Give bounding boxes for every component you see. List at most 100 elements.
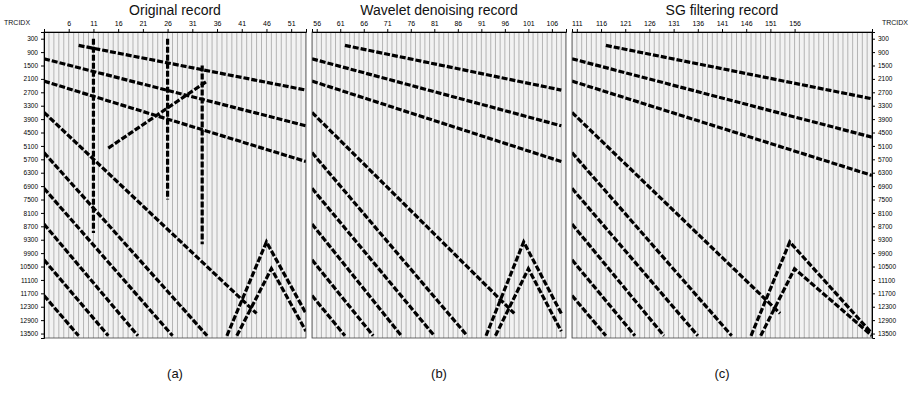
trace-baseline xyxy=(187,32,188,338)
y-tick-mark xyxy=(41,200,44,201)
seismic-event xyxy=(44,188,173,335)
x-tick-label: 106 xyxy=(547,20,559,27)
x-axis: 566166717681869196101106 xyxy=(313,20,567,33)
y-tick: 5100 xyxy=(872,142,893,149)
trace-baseline xyxy=(281,32,282,338)
x-axis-line xyxy=(573,29,873,33)
y-tick-label: 6300 xyxy=(878,169,893,176)
trace-baseline xyxy=(678,32,679,338)
trace-baseline xyxy=(326,32,327,338)
seismic-event xyxy=(495,269,561,336)
seismic-event xyxy=(606,45,872,98)
trace-baseline xyxy=(828,32,829,338)
y-tick: 900 xyxy=(27,49,44,56)
plot-area xyxy=(44,32,306,338)
y-tick-mark xyxy=(872,39,875,40)
x-tick-label: 46 xyxy=(263,20,271,27)
y-tick: 11700 xyxy=(20,290,44,297)
seismic-event xyxy=(108,81,207,148)
x-tick: 106 xyxy=(547,20,559,32)
y-tick: 300 xyxy=(27,35,44,42)
y-axis: 3009001500210027003300390045005100570063… xyxy=(20,33,45,339)
seismic-event xyxy=(312,188,434,335)
y-tick-label: 5700 xyxy=(878,156,893,163)
y-tick: 5100 xyxy=(24,142,44,149)
x-tick-mark xyxy=(601,29,602,32)
panel-label: (b) xyxy=(431,366,447,381)
y-tick: 900 xyxy=(872,49,889,56)
trace-baseline xyxy=(697,32,698,338)
seismic-event xyxy=(345,45,561,90)
y-tick-mark xyxy=(41,52,44,53)
y-tick-label: 12900 xyxy=(20,317,38,324)
x-tick-mark xyxy=(317,29,318,32)
y-tick-mark xyxy=(41,186,44,187)
y-tick-label: 2100 xyxy=(878,75,893,82)
seismic-event xyxy=(237,269,306,336)
x-tick-mark xyxy=(291,29,292,32)
x-tick-label: 156 xyxy=(789,20,801,27)
seismic-event xyxy=(572,260,635,336)
seismic-event xyxy=(79,45,306,90)
trace-baseline xyxy=(128,32,129,338)
trace-baseline xyxy=(344,32,345,338)
x-tick: 116 xyxy=(596,20,607,32)
trace-baseline xyxy=(639,32,640,338)
y-tick: 12900 xyxy=(872,317,896,324)
y-tick: 11700 xyxy=(872,290,896,297)
y-tick: 10500 xyxy=(20,263,44,270)
x-tick: 121 xyxy=(620,20,632,32)
trace-baseline xyxy=(172,32,173,338)
trace-baseline xyxy=(712,32,713,338)
trace-baseline xyxy=(58,32,59,338)
trace-baseline xyxy=(448,32,449,338)
y-tick-label: 10500 xyxy=(878,263,896,270)
x-tick-mark xyxy=(387,29,388,32)
trace-baseline xyxy=(48,32,49,338)
y-tick: 1500 xyxy=(872,62,893,69)
y-tick: 9900 xyxy=(24,250,44,257)
trace-baseline xyxy=(476,32,477,338)
trace-baseline xyxy=(147,32,148,338)
x-tick: 126 xyxy=(644,20,656,32)
x-tick-mark xyxy=(266,29,267,32)
trace-baseline xyxy=(68,32,69,338)
x-tick-mark xyxy=(340,29,341,32)
trace-baseline xyxy=(726,32,727,338)
trace-baseline xyxy=(547,32,548,338)
trace-baseline xyxy=(291,32,292,338)
panel-title: Wavelet denoising record xyxy=(360,2,517,18)
x-tick: 66 xyxy=(360,20,368,32)
y-tick-mark xyxy=(872,320,875,321)
trace-baseline xyxy=(197,32,198,338)
trace-baseline xyxy=(481,32,482,338)
y-tick-mark xyxy=(872,334,875,335)
y-tick: 8100 xyxy=(24,209,44,216)
trace-baseline xyxy=(809,32,810,338)
trace-baseline xyxy=(410,32,411,338)
y-tick-label: 13500 xyxy=(20,330,38,337)
x-tick-label: 76 xyxy=(407,20,415,27)
y-tick-mark xyxy=(41,173,44,174)
seismic-event xyxy=(572,153,732,336)
x-tick-label: 56 xyxy=(313,20,321,27)
trace-baseline xyxy=(98,32,99,338)
x-axis-line xyxy=(45,29,307,33)
trace-baseline xyxy=(467,32,468,338)
x-tick-label: 91 xyxy=(478,20,486,27)
seismic-event xyxy=(751,242,872,336)
y-tick-mark xyxy=(872,253,875,254)
seismic-event xyxy=(312,153,467,336)
y-tick-label: 7500 xyxy=(878,196,893,203)
seismic-event xyxy=(572,81,872,175)
x-tick: 6 xyxy=(67,20,71,32)
trace-baseline xyxy=(576,32,577,338)
trace-baseline xyxy=(354,32,355,338)
trace-baseline xyxy=(683,32,684,338)
y-tick: 8100 xyxy=(872,209,893,216)
x-tick-mark xyxy=(93,29,94,32)
y-tick-label: 11100 xyxy=(21,277,38,284)
y-tick-mark xyxy=(872,173,875,174)
y-tick-label: 8700 xyxy=(24,223,39,230)
y-tick-mark xyxy=(41,320,44,321)
